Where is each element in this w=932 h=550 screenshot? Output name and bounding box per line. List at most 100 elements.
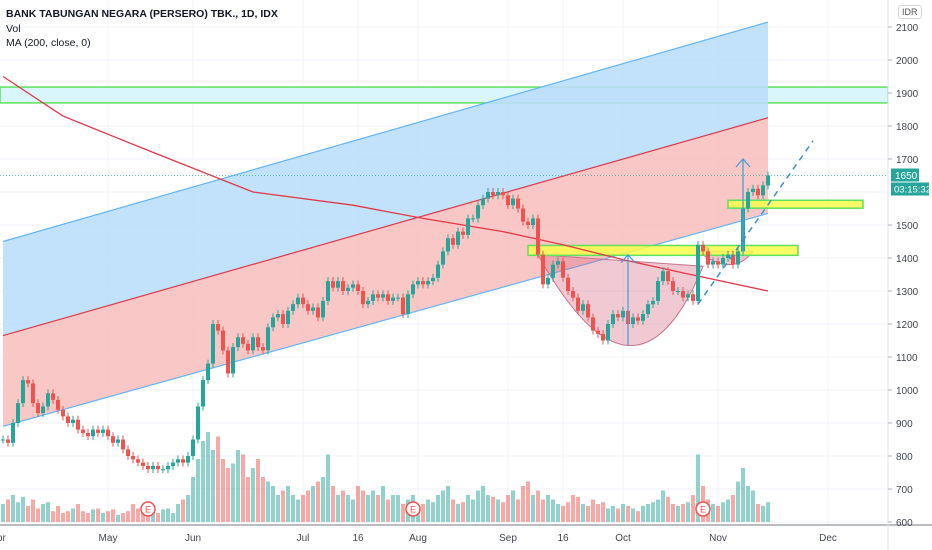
volume-bar: [526, 481, 530, 522]
volume-bar: [61, 513, 65, 522]
volume-bar: [556, 504, 560, 522]
volume-bar: [566, 502, 570, 522]
candle-body: [261, 347, 265, 351]
volume-bar: [666, 496, 670, 522]
candle-body: [171, 462, 175, 466]
candle-body: [566, 277, 570, 291]
volume-bar: [476, 490, 480, 522]
volume-bar: [621, 504, 625, 522]
volume-bar: [41, 504, 45, 522]
symbol-title[interactable]: BANK TABUNGAN NEGARA (PERSERO) TBK., 1D,…: [6, 8, 278, 20]
price-tick-label: 1800: [896, 122, 919, 133]
candle-body: [596, 330, 600, 334]
volume-bar: [301, 495, 305, 522]
volume-bar: [501, 502, 505, 522]
candle-body: [386, 294, 390, 301]
candle-body: [541, 254, 545, 285]
candle-body: [761, 185, 765, 196]
candle-body: [221, 330, 225, 351]
volume-bar: [506, 495, 510, 522]
candle-body: [36, 403, 40, 414]
price-tick-label: 1900: [896, 89, 919, 100]
volume-bar: [16, 502, 20, 522]
candle-body: [326, 281, 330, 301]
time-tick-label: Dec: [819, 533, 837, 544]
earnings-label: E: [700, 505, 706, 515]
candle-body: [251, 337, 255, 351]
volume-bar: [171, 513, 175, 522]
candle-body: [571, 291, 575, 298]
candle-body: [716, 261, 720, 265]
price-tick-label: 1500: [896, 221, 919, 232]
candle-body: [726, 254, 730, 258]
candle-body: [641, 314, 645, 321]
volume-bar: [166, 508, 170, 522]
channel-upper-fill: [3, 22, 768, 336]
candle-body: [51, 393, 55, 400]
volume-bar: [296, 499, 300, 522]
volume-bar: [11, 495, 15, 522]
time-tick-label: Apr: [0, 533, 6, 544]
volume-bar: [231, 463, 235, 522]
volume-bar: [601, 502, 605, 522]
price-tick-label: 2000: [896, 56, 919, 67]
volume-bar: [646, 504, 650, 522]
candle-body: [506, 195, 510, 206]
currency-button[interactable]: IDR: [898, 5, 922, 19]
volume-bar: [761, 505, 765, 522]
volume-bar: [106, 511, 110, 522]
ma-indicator-label[interactable]: MA (200, close, 0): [6, 37, 91, 49]
volume-bar: [221, 459, 225, 522]
volume-bar: [26, 505, 30, 522]
volume-bar: [466, 495, 470, 522]
price-tick-label: 1200: [896, 320, 919, 331]
candle-body: [411, 284, 415, 295]
volume-bar: [36, 508, 40, 522]
support-box: [527, 244, 799, 257]
candle-body: [561, 261, 565, 278]
volume-bar: [656, 499, 660, 522]
volume-bar: [201, 441, 205, 522]
volume-bar: [96, 508, 100, 522]
candle-body: [41, 406, 45, 414]
candle-body: [696, 244, 700, 301]
candle-body: [116, 439, 120, 443]
candle-body: [736, 251, 740, 265]
candle-body: [101, 429, 105, 433]
candle-body: [591, 317, 595, 331]
candle-body: [356, 284, 360, 291]
candle-body: [126, 449, 130, 456]
candle-body: [586, 304, 590, 318]
volume-bar: [486, 495, 490, 522]
candle-body: [491, 192, 495, 196]
candle-body: [226, 350, 230, 374]
volume-bar: [121, 513, 125, 522]
volume-bar: [346, 495, 350, 522]
candle-body: [421, 281, 425, 285]
price-tick-label: 1300: [896, 287, 919, 298]
volume-bar: [541, 499, 545, 522]
volume-bar: [91, 509, 95, 522]
candle-body: [461, 231, 465, 235]
volume-bar: [576, 496, 580, 522]
volume-bar: [1, 504, 5, 522]
volume-bar: [86, 513, 90, 522]
price-tick-label: 2100: [896, 23, 919, 34]
candle-body: [166, 465, 170, 470]
candle-body: [71, 419, 75, 423]
volume-bar: [536, 490, 540, 522]
candle-body: [301, 297, 305, 305]
volume-bar: [241, 454, 245, 522]
candle-body: [336, 281, 340, 288]
candle-body: [516, 198, 520, 209]
volume-bar: [356, 486, 360, 522]
volume-bar: [641, 505, 645, 522]
earnings-label: E: [410, 505, 416, 515]
volume-bar: [6, 499, 10, 522]
volume-bar: [291, 495, 295, 522]
volume-indicator-label[interactable]: Vol: [6, 22, 21, 35]
candle-body: [256, 337, 260, 348]
volume-bar: [151, 511, 155, 522]
volume-bar: [216, 436, 220, 522]
